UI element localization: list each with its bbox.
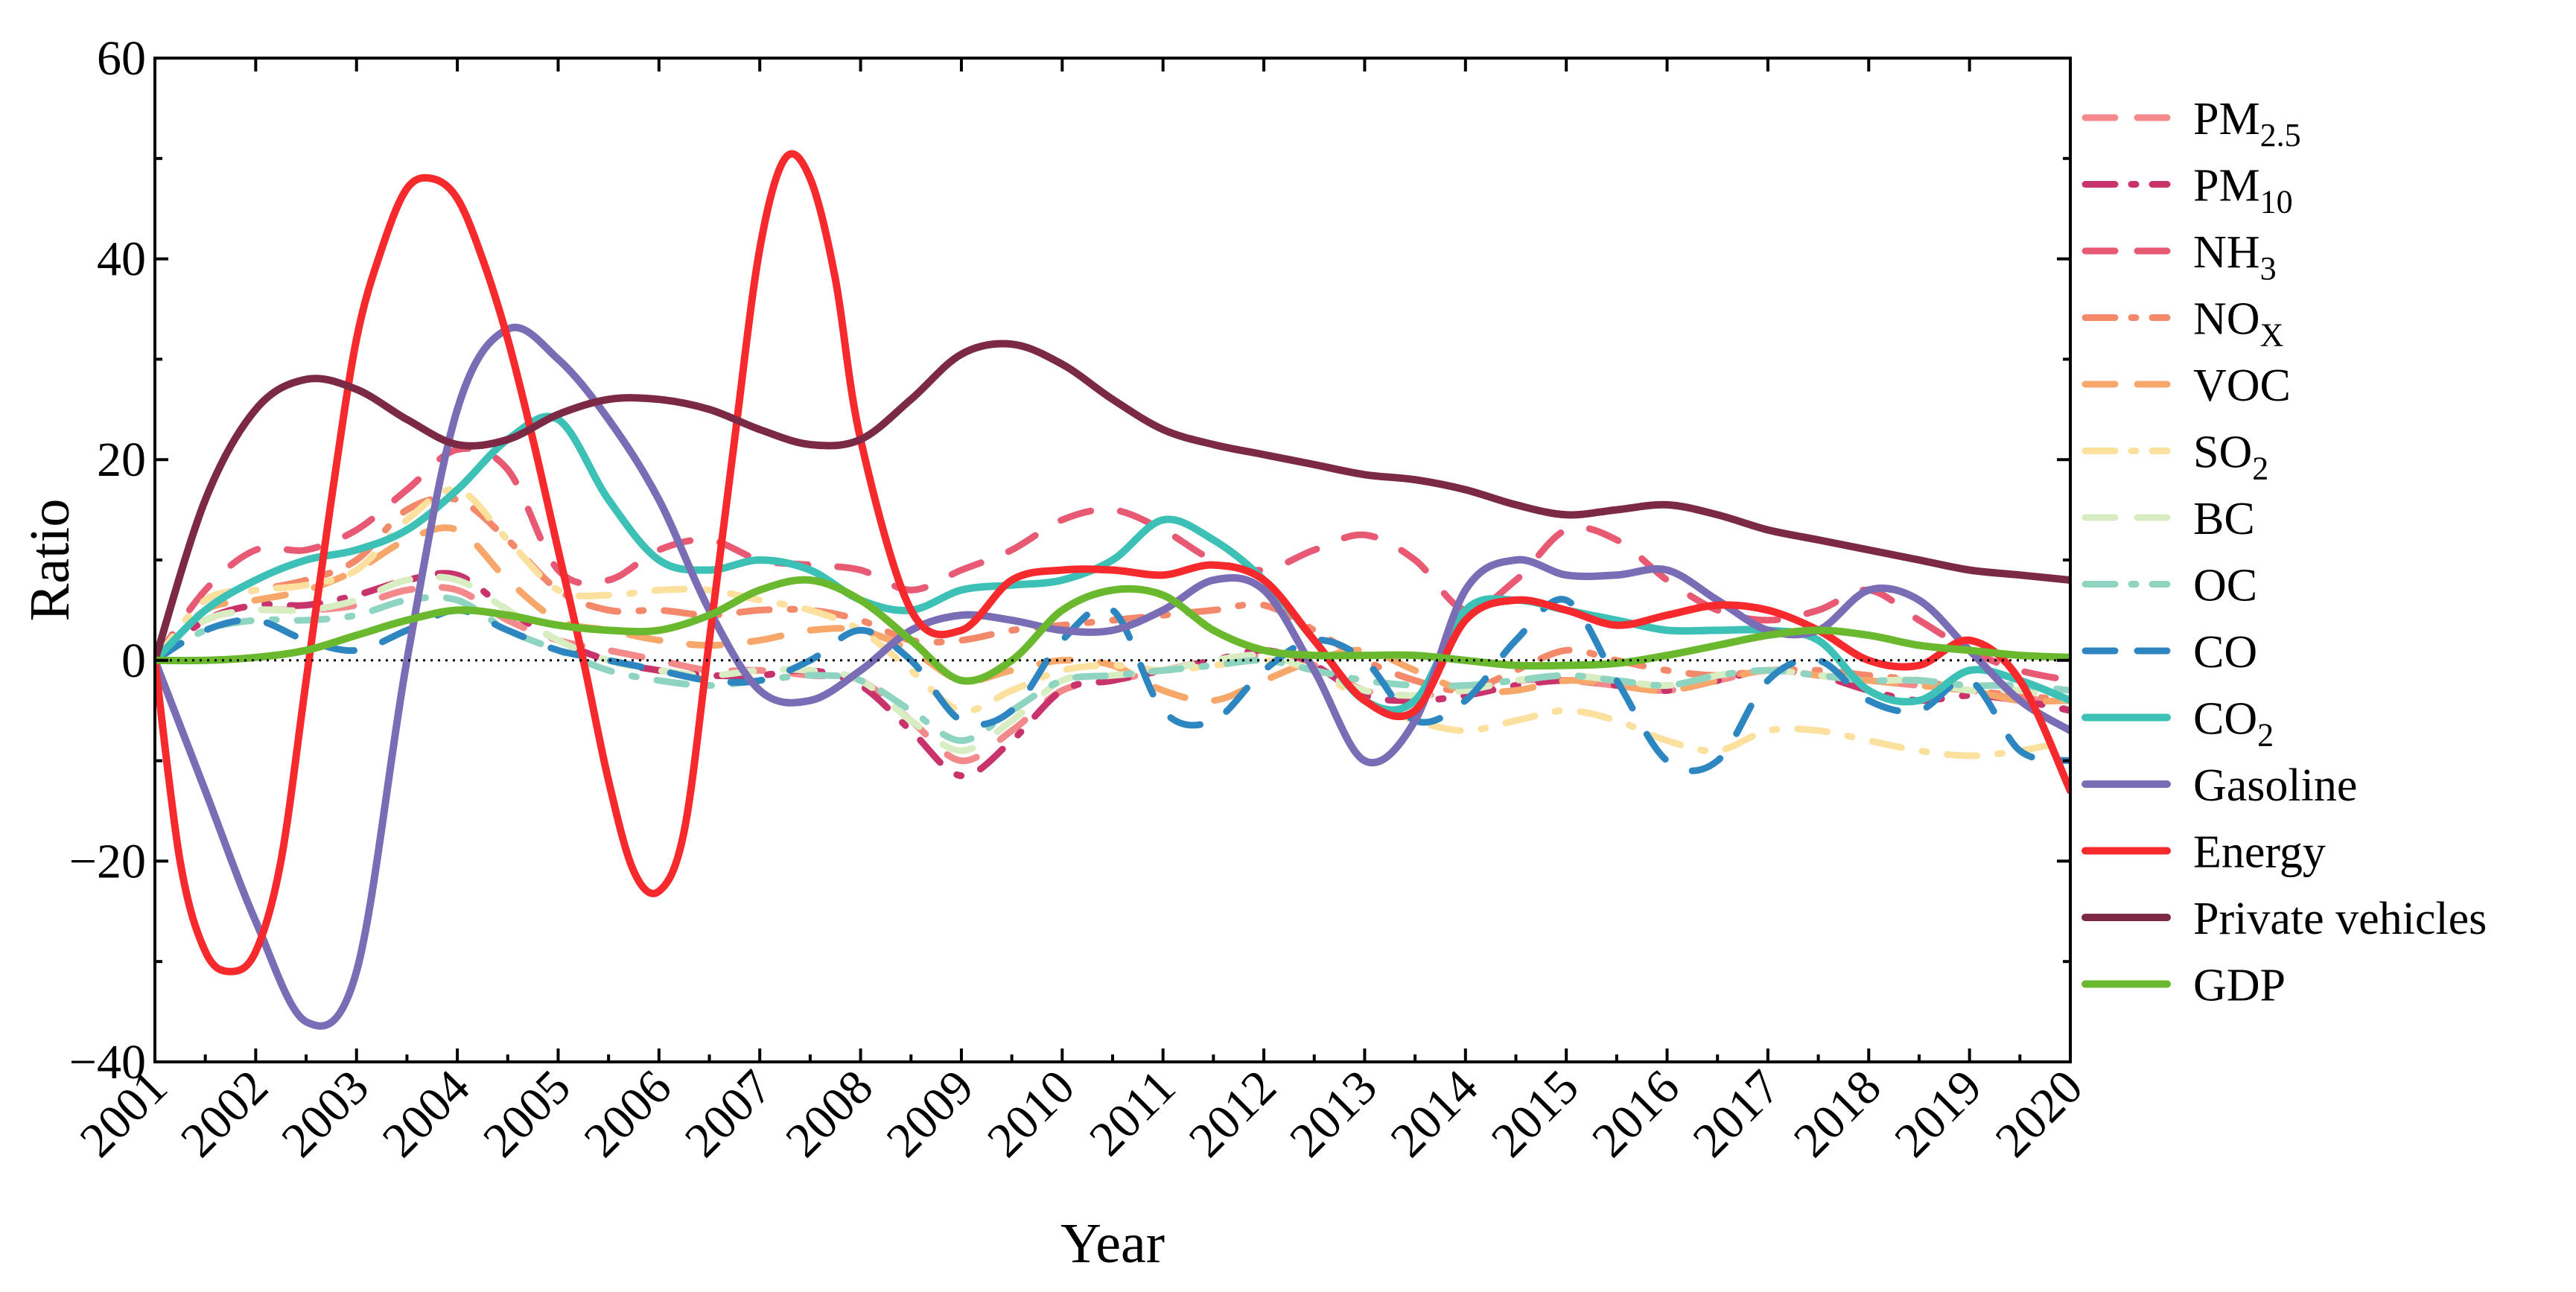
series-line-so2 (155, 486, 2070, 760)
legend-label-main: BC (2193, 494, 2255, 544)
y-tick-label: 60 (97, 31, 146, 86)
legend-label-main: Gasoline (2193, 760, 2357, 811)
legend-label-main: NH (2193, 227, 2260, 278)
x-tick-label: 2020 (1985, 1060, 2093, 1168)
legend-label: BC (2193, 494, 2255, 544)
legend-label: VOC (2193, 360, 2291, 411)
series-line-gasoline (155, 323, 2070, 1030)
y-tick-label: −40 (69, 1035, 146, 1089)
legend-label-subscript: 10 (2260, 184, 2293, 220)
legend-label-subscript: 2 (2257, 717, 2274, 754)
series-line-voc (155, 524, 2070, 705)
legend-label: NH3 (2193, 227, 2277, 287)
x-tick-label: 2017 (1683, 1060, 1791, 1168)
legend-label: PM2.5 (2193, 94, 2301, 153)
y-tick-label: 40 (97, 232, 146, 287)
legend-label-main: Private vehicles (2193, 894, 2487, 944)
legend-label-main: VOC (2193, 360, 2291, 411)
legend-label: CO2 (2193, 694, 2274, 754)
legend-label: GDP (2193, 961, 2286, 1011)
x-tick-label: 2005 (473, 1060, 581, 1168)
y-tick-label: 20 (97, 433, 146, 487)
series-line-co (155, 596, 2070, 774)
legend-label-subscript: 2.5 (2260, 117, 2301, 153)
legend-label-main: CO (2193, 694, 2257, 745)
legend-label: OC (2193, 561, 2257, 611)
legend-label-main: CO (2193, 627, 2257, 678)
x-tick-label: 2003 (271, 1060, 379, 1168)
series-line-co2 (155, 413, 2070, 714)
legend-label-main: GDP (2193, 961, 2286, 1011)
legend-label: CO (2193, 627, 2257, 678)
legend-label-main: PM (2193, 94, 2260, 144)
x-tick-label: 2019 (1884, 1060, 1992, 1168)
legend-label-main: SO (2193, 427, 2252, 478)
legend-label: Private vehicles (2193, 894, 2487, 944)
x-tick-label: 2010 (977, 1060, 1085, 1168)
x-tick-label: 2006 (573, 1060, 681, 1168)
legend-label: SO2 (2193, 427, 2268, 487)
legend-label-main: NO (2193, 294, 2260, 345)
x-tick-label: 2016 (1582, 1060, 1690, 1168)
y-axis-title: Ratio (19, 499, 81, 622)
x-tick-label: 2008 (775, 1060, 883, 1168)
series-line-nh3 (155, 445, 2070, 684)
x-tick-label: 2015 (1481, 1060, 1589, 1168)
legend-label: PM10 (2193, 161, 2293, 220)
legend-label: NOX (2193, 294, 2283, 354)
legend-label-main: Energy (2193, 827, 2326, 878)
x-tick-label: 2018 (1784, 1060, 1892, 1168)
legend-label-subscript: 3 (2260, 250, 2277, 287)
legend-label-main: PM (2193, 161, 2260, 211)
series-layer (155, 150, 2070, 1030)
legend-label-main: OC (2193, 561, 2257, 611)
x-tick-label: 2009 (877, 1060, 985, 1168)
x-tick-label: 2014 (1380, 1060, 1488, 1168)
x-tick-label: 2011 (1079, 1060, 1186, 1166)
x-tick-label: 2013 (1279, 1060, 1387, 1168)
x-axis-title: Year (1060, 1212, 1165, 1275)
x-tick-label: 2012 (1179, 1060, 1287, 1168)
x-tick-label: 2007 (675, 1060, 783, 1168)
x-tick-label: 2002 (171, 1060, 279, 1168)
legend-label: Gasoline (2193, 760, 2357, 811)
x-tick-label: 2004 (372, 1060, 480, 1168)
series-line-energy (155, 150, 2070, 976)
y-tick-label: 0 (121, 634, 146, 688)
legend-label-subscript: X (2260, 317, 2284, 354)
y-axis-ticks: −40 −20 0 20 40 60 (69, 31, 2070, 1089)
series-line-private-vehicles (155, 340, 2070, 664)
legend: PM2.5PM10NH3NOXVOCSO2BCOCCOCO2GasolineEn… (2082, 94, 2487, 1011)
legend-label-subscript: 2 (2252, 451, 2268, 487)
legend-label: Energy (2193, 827, 2326, 878)
series-line-gdp (155, 576, 2070, 685)
y-tick-label: −20 (69, 834, 146, 888)
series-line-pm10 (155, 570, 2070, 780)
